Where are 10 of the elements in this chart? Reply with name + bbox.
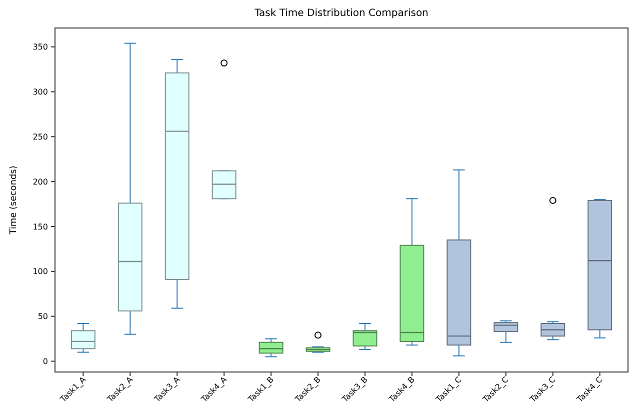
y-tick-label: 250 bbox=[32, 132, 48, 142]
y-tick-label: 200 bbox=[32, 177, 48, 186]
y-tick-label: 0 bbox=[42, 357, 48, 366]
y-tick-label: 100 bbox=[32, 267, 48, 276]
y-tick-label: 150 bbox=[32, 222, 48, 232]
y-axis-title: Time (seconds) bbox=[9, 166, 19, 236]
y-tick-label: 350 bbox=[32, 42, 48, 52]
y-tick-label: 300 bbox=[32, 88, 48, 97]
y-tick-label: 50 bbox=[38, 312, 48, 322]
chart-title: Task Time Distribution Comparison bbox=[254, 8, 428, 19]
